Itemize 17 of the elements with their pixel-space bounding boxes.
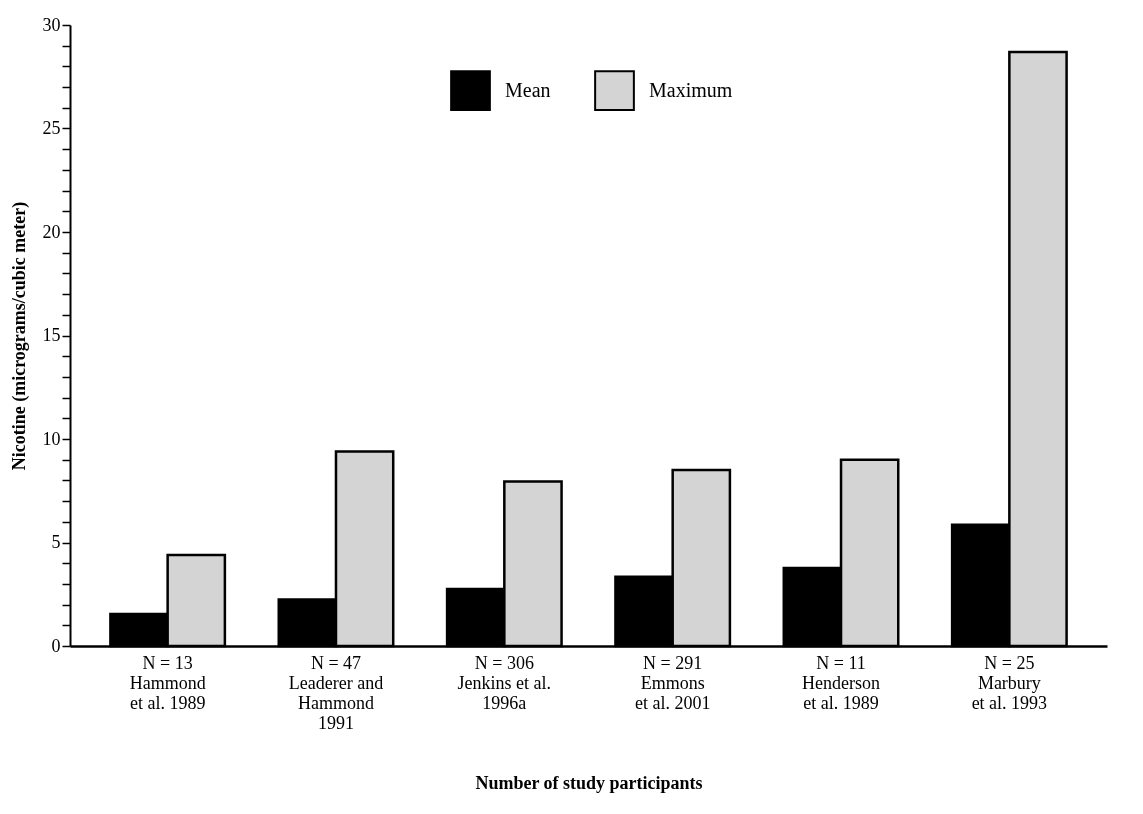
x-tick-label: N = 13 Hammond et al. 1989 bbox=[129, 652, 206, 713]
x-tick-label: N = 25 Marbury et al. 1993 bbox=[971, 652, 1048, 713]
y-tick-label: 0 bbox=[51, 635, 61, 656]
legend-label: Mean bbox=[505, 78, 551, 101]
x-tick-label: N = 11 Henderson et al. 1989 bbox=[802, 652, 881, 713]
x-axis-title: Number of study participants bbox=[475, 772, 703, 793]
y-tick-label: 25 bbox=[42, 118, 61, 138]
y-tick-label: 30 bbox=[42, 14, 61, 35]
x-tick-label: N = 306 Jenkins et al. 1996a bbox=[457, 652, 552, 713]
legend-label: Maximum bbox=[649, 78, 733, 101]
y-tick-label: 10 bbox=[42, 428, 61, 449]
y-axis-title: Nicotine (micrograms/cubic meter) bbox=[8, 201, 30, 471]
x-tick-label: N = 291 Emmons et al. 2001 bbox=[634, 652, 711, 713]
x-tick-label: N = 47 Leaderer and Hammond 1991 bbox=[288, 652, 384, 733]
y-tick-label: 15 bbox=[42, 325, 61, 345]
y-tick-label: 20 bbox=[42, 221, 61, 242]
y-tick-label: 5 bbox=[51, 532, 61, 552]
